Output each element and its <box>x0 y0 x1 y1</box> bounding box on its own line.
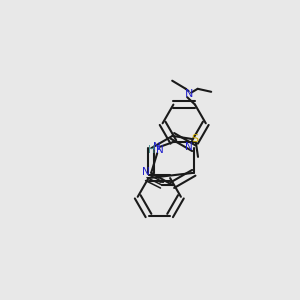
Text: N: N <box>156 145 164 155</box>
Text: N: N <box>184 142 192 152</box>
Text: N: N <box>184 89 193 99</box>
Text: S: S <box>191 134 199 144</box>
Text: H: H <box>148 145 155 155</box>
Text: C: C <box>157 175 164 185</box>
Text: N: N <box>153 142 160 152</box>
Text: N: N <box>142 167 149 177</box>
